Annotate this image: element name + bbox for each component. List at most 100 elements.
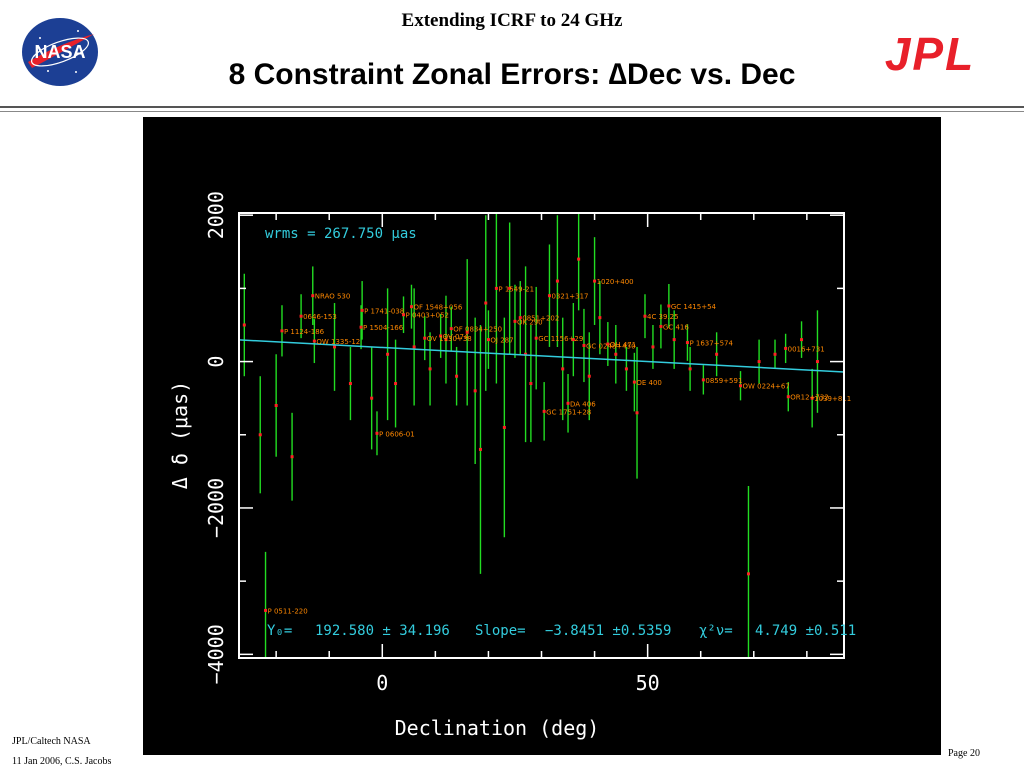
source-point-21 — [555, 279, 559, 283]
y0-value: 192.580 ± 34.196 — [315, 623, 450, 639]
fit-stats: Y₀= 192.580 ± 34.196 Slope= −3.8451 ±0.5… — [267, 623, 856, 639]
source-point-17 — [502, 425, 506, 429]
plot-frame — [238, 212, 845, 659]
source-point-35 — [757, 360, 761, 364]
footer-org: JPL/Caltech NASA — [12, 736, 91, 747]
chi2-label: χ²ν= — [699, 623, 733, 639]
source-point-31 — [672, 338, 676, 342]
named-source-point-18 — [582, 343, 586, 347]
header-title: Extending ICRF to 24 GHz — [401, 10, 623, 31]
source-point-0 — [242, 323, 246, 327]
source-point-37 — [800, 338, 804, 342]
source-label-22: GC 416 — [663, 323, 689, 331]
named-source-point-9 — [423, 336, 427, 340]
named-source-point-10 — [439, 334, 443, 338]
source-label-7: P 1504-166 — [363, 324, 404, 332]
named-source-point-2 — [280, 329, 284, 333]
named-source-point-14 — [513, 319, 517, 323]
source-label-18: GC 0248+430 — [586, 342, 636, 350]
source-label-0: NRAO 530 — [315, 293, 351, 301]
source-point-32 — [688, 367, 692, 371]
source-label-23: P 1637+574 — [689, 340, 733, 348]
slide-title: 8 Constraint Zonal Errors: ∆Dec vs. Dec — [228, 58, 796, 91]
named-source-point-7 — [359, 325, 363, 329]
chi2-value: 4.749 ±0.511 — [755, 623, 856, 639]
jpl-logo: JPL — [885, 30, 975, 76]
source-point-11 — [444, 338, 448, 342]
header-rule — [0, 106, 1024, 108]
source-label-28: OR12+732 — [790, 394, 829, 402]
named-source-point-28 — [786, 395, 790, 399]
source-point-2 — [274, 403, 278, 407]
nasa-logo-orbit — [31, 37, 89, 67]
fit-line — [238, 339, 845, 373]
nasa-logo-text: NASA — [34, 42, 85, 62]
source-label-6: P 0403+052 — [406, 312, 450, 320]
source-point-27 — [614, 352, 618, 356]
axis-ticks: 0 50 2000 0 −2000 −4000 — [204, 191, 844, 695]
named-source-point-15 — [547, 294, 551, 298]
named-source-point-26 — [739, 384, 743, 388]
source-point-20 — [529, 382, 533, 386]
source-label-3: OW 1335-12 — [316, 338, 360, 346]
source-point-6 — [370, 396, 374, 400]
slope-label: Slope= — [475, 623, 526, 639]
zonal-error-plot: NRAO 530 0646-153 P 1124-186 OW 1335-12 P 17… — [168, 191, 856, 740]
source-point-16 — [484, 301, 488, 305]
named-source-point-11 — [486, 338, 490, 342]
source-label-1: 0646-153 — [303, 313, 337, 321]
source-point-7 — [386, 352, 390, 356]
nasa-logo-vector — [28, 34, 94, 68]
jpl-logo-text: JPL — [885, 30, 975, 76]
plot-panel: NRAO 530 0646-153 P 1124-186 OW 1335-12 P 17… — [143, 117, 941, 755]
source-point-14 — [473, 389, 477, 393]
named-source-point-25 — [701, 378, 705, 382]
source-point-15 — [478, 447, 482, 451]
source-label-14: OK 290 — [517, 318, 543, 326]
named-source-point-31 — [566, 401, 570, 405]
x-tick-label-0: 0 — [376, 671, 388, 695]
named-source-point-21 — [667, 304, 671, 308]
y-tick-label--4000: −4000 — [204, 624, 228, 684]
source-label-19: OH 471 — [610, 341, 636, 349]
source-point-3 — [290, 455, 294, 459]
named-source-point-20 — [643, 314, 647, 318]
named-source-point-17 — [534, 336, 538, 340]
named-source-point-27 — [784, 346, 788, 350]
named-source-point-33 — [264, 608, 268, 612]
source-label-27: 0016+731 — [788, 345, 825, 353]
source-point-1 — [258, 433, 262, 437]
y0-label: Y₀= — [267, 623, 292, 639]
source-point-38 — [815, 360, 819, 364]
source-label-8: OF 0834+250 — [453, 326, 502, 334]
footer-date-author: 11 Jan 2006, C.S. Jacobs — [12, 756, 112, 767]
named-source-point-23 — [685, 341, 689, 345]
named-source-point-3 — [312, 339, 316, 343]
source-point-19 — [524, 352, 528, 356]
source-point-22 — [561, 367, 565, 371]
named-source-point-24 — [632, 380, 636, 384]
named-source-point-32 — [375, 431, 379, 435]
header-rule-thin — [0, 111, 1024, 112]
source-labels-layer: NRAO 530 0646-153 P 1124-186 OW 1335-12 P 17… — [268, 278, 852, 615]
wrms-label: wrms = 267.750 μas — [265, 226, 417, 242]
source-label-16: 1020+400 — [597, 278, 634, 286]
source-point-36 — [773, 352, 777, 356]
named-source-point-19 — [606, 342, 610, 346]
source-label-20: 4C 39.25 — [647, 313, 679, 321]
source-label-17: GC 1156+29 — [538, 335, 583, 343]
named-source-point-12 — [494, 286, 498, 290]
named-source-point-22 — [659, 324, 663, 328]
source-label-4: P 1741-038 — [364, 307, 404, 315]
source-point-30 — [651, 345, 655, 349]
source-point-28 — [624, 367, 628, 371]
source-label-33: P 0511-220 — [268, 607, 308, 615]
named-source-point-0 — [311, 294, 315, 298]
named-source-point-8 — [449, 327, 453, 331]
source-point-4 — [333, 345, 337, 349]
source-point-5 — [348, 382, 352, 386]
source-label-13: 0851+202 — [522, 315, 559, 323]
y-tick-label-2000: 2000 — [204, 191, 228, 239]
named-source-point-4 — [360, 308, 364, 312]
y-tick-label--2000: −2000 — [204, 478, 228, 538]
